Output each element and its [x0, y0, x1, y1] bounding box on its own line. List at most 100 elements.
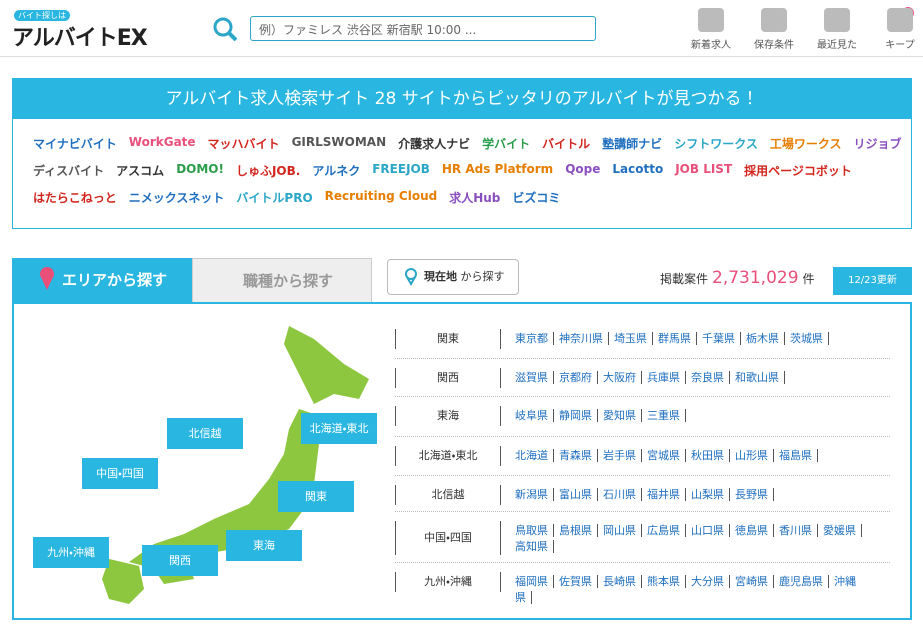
site-logo[interactable]: シフトワークス	[674, 137, 758, 151]
site-logo[interactable]: しゅふJOB.	[235, 164, 301, 178]
site-logo[interactable]: リジョブ	[853, 137, 902, 151]
map-region-label[interactable]: 中国・四国	[82, 458, 158, 489]
search-icon[interactable]	[212, 16, 238, 42]
site-logo[interactable]: HR Ads Platform	[441, 162, 554, 176]
site-logo[interactable]: アスコム	[116, 164, 165, 178]
site-logo[interactable]: WorkGate	[128, 135, 196, 149]
row-separator	[395, 358, 890, 359]
site-logo[interactable]: Lacotto	[612, 162, 664, 176]
map-region-label[interactable]: 北信越	[167, 418, 243, 449]
prefecture-link[interactable]: 香川県	[779, 524, 818, 537]
prefecture-link[interactable]: 島根県	[559, 524, 598, 537]
prefecture-link[interactable]: 石川県	[603, 488, 642, 501]
prefecture-link[interactable]: 埼玉県	[614, 332, 653, 345]
prefecture-link[interactable]: 新潟県	[515, 488, 554, 501]
prefecture-link[interactable]: 山形県	[735, 449, 774, 462]
prefecture-link[interactable]: 秋田県	[691, 449, 730, 462]
site-logo[interactable]: 学バイト	[482, 137, 531, 151]
prefecture-link[interactable]: 高知県	[515, 540, 554, 553]
row-separator	[395, 436, 890, 437]
site-logo[interactable]: マッハバイト	[207, 137, 280, 151]
site-logo[interactable]: ニメックスネット	[128, 191, 225, 205]
site-logo[interactable]: マイナビバイト	[33, 137, 117, 151]
prefecture-link[interactable]: 福島県	[779, 449, 818, 462]
prefecture-link[interactable]: 宮崎県	[735, 575, 774, 588]
nav-item[interactable]: キープ	[875, 8, 923, 51]
prefecture-link[interactable]: 岡山県	[603, 524, 642, 537]
prefecture-link[interactable]: 三重県	[647, 409, 686, 422]
prefecture-link[interactable]: 熊本県	[647, 575, 686, 588]
site-row: はたらこねっと ニメックスネット バイトルPRO Recruiting Cloud 求人…	[33, 189, 560, 206]
site-logo[interactable]: バイトルPRO	[236, 191, 313, 205]
prefecture-link[interactable]: 和歌山県	[735, 371, 785, 384]
tab-job[interactable]: 職種から探す	[192, 258, 372, 302]
prefecture-link[interactable]: 静岡県	[559, 409, 598, 422]
prefecture-link[interactable]: 沖縄県	[515, 575, 856, 604]
map-region-label[interactable]: 九州・沖縄	[33, 537, 109, 568]
site-logo[interactable]: 工場ワークス	[769, 137, 842, 151]
prefecture-link[interactable]: 岐阜県	[515, 409, 554, 422]
prefecture-link[interactable]: 福岡県	[515, 575, 554, 588]
pin-icon	[40, 267, 54, 290]
site-logo[interactable]: DOMO!	[176, 162, 224, 176]
search-input[interactable]: 例）ファミレス 渋谷区 新宿駅 10:00 ...	[250, 16, 596, 41]
prefecture-link[interactable]: 兵庫県	[647, 371, 686, 384]
prefecture-link[interactable]: 徳島県	[735, 524, 774, 537]
tab-area[interactable]: エリアから探す	[12, 258, 192, 302]
map-region-label[interactable]: 東海	[226, 530, 302, 561]
nav-item[interactable]: 最近見た	[812, 8, 862, 51]
prefecture-link[interactable]: 大分県	[691, 575, 730, 588]
site-logo[interactable]: 求人Hub	[449, 191, 501, 205]
region-name: 関西	[395, 368, 501, 388]
prefecture-link[interactable]: 栃木県	[746, 332, 785, 345]
site-logo[interactable]: ビズコミ	[512, 191, 561, 205]
site-logo[interactable]: Recruiting Cloud	[324, 189, 438, 203]
prefecture-link[interactable]: 京都府	[559, 371, 598, 384]
prefecture-link[interactable]: 大阪府	[603, 371, 642, 384]
prefecture-link[interactable]: 岩手県	[603, 449, 642, 462]
prefecture-link[interactable]: 愛媛県	[823, 524, 862, 537]
prefecture-link[interactable]: 宮城県	[647, 449, 686, 462]
site-logo[interactable]: 採用ページコボット	[744, 164, 852, 178]
prefecture-link[interactable]: 愛知県	[603, 409, 642, 422]
prefecture-link[interactable]: 奈良県	[691, 371, 730, 384]
prefecture-link[interactable]: 福井県	[647, 488, 686, 501]
site-logo[interactable]: 介護求人ナビ	[398, 137, 471, 151]
prefecture-link[interactable]: 山梨県	[691, 488, 730, 501]
map-region-label[interactable]: 北海道・東北	[301, 413, 377, 444]
prefecture-link[interactable]: 滋賀県	[515, 371, 554, 384]
nav-item[interactable]: 新着求人	[686, 8, 736, 51]
prefecture-link[interactable]: 神奈川県	[559, 332, 609, 345]
site-logo[interactable]: GIRLSWOMAN	[291, 135, 387, 149]
prefecture-link[interactable]: 広島県	[647, 524, 686, 537]
prefecture-link[interactable]: 青森県	[559, 449, 598, 462]
prefecture-link[interactable]: 富山県	[559, 488, 598, 501]
site-logo[interactable]: FREEJOB	[372, 162, 430, 176]
site-logo[interactable]: バイトル	[542, 137, 591, 151]
prefecture-link[interactable]: 鹿児島県	[779, 575, 829, 588]
nav-item[interactable]: 保存条件	[749, 8, 799, 51]
prefecture-link[interactable]: 佐賀県	[559, 575, 598, 588]
location-button[interactable]: 現在地 から探す	[387, 259, 519, 295]
prefecture-link[interactable]: 北海道	[515, 449, 554, 462]
site-logo[interactable]: 塾講師ナビ	[602, 137, 663, 151]
prefecture-link[interactable]: 群馬県	[658, 332, 697, 345]
prefecture-link[interactable]: 東京都	[515, 332, 554, 345]
site-logo[interactable]: JOB LIST	[675, 162, 733, 176]
site-logo[interactable]: ディスバイト	[33, 164, 105, 178]
site-logo[interactable]: Qope	[565, 162, 601, 176]
region-name: 北海道・東北	[395, 446, 501, 466]
prefecture-link[interactable]: 山口県	[691, 524, 730, 537]
prefecture-link[interactable]: 茨城県	[790, 332, 829, 345]
nav-label: 保存条件	[754, 40, 794, 51]
site-logo[interactable]: アルネク	[312, 164, 361, 178]
prefecture-link[interactable]: 千葉県	[702, 332, 741, 345]
logo[interactable]: アルバイトEX	[12, 26, 148, 51]
map-region-label[interactable]: 関西	[142, 545, 218, 576]
site-logo[interactable]: はたらこねっと	[33, 191, 117, 205]
prefecture-link[interactable]: 長崎県	[603, 575, 642, 588]
map-region-label[interactable]: 関東	[278, 481, 354, 512]
prefecture-link[interactable]: 長野県	[735, 488, 774, 501]
nav-icon	[824, 8, 850, 32]
prefecture-link[interactable]: 鳥取県	[515, 524, 554, 537]
